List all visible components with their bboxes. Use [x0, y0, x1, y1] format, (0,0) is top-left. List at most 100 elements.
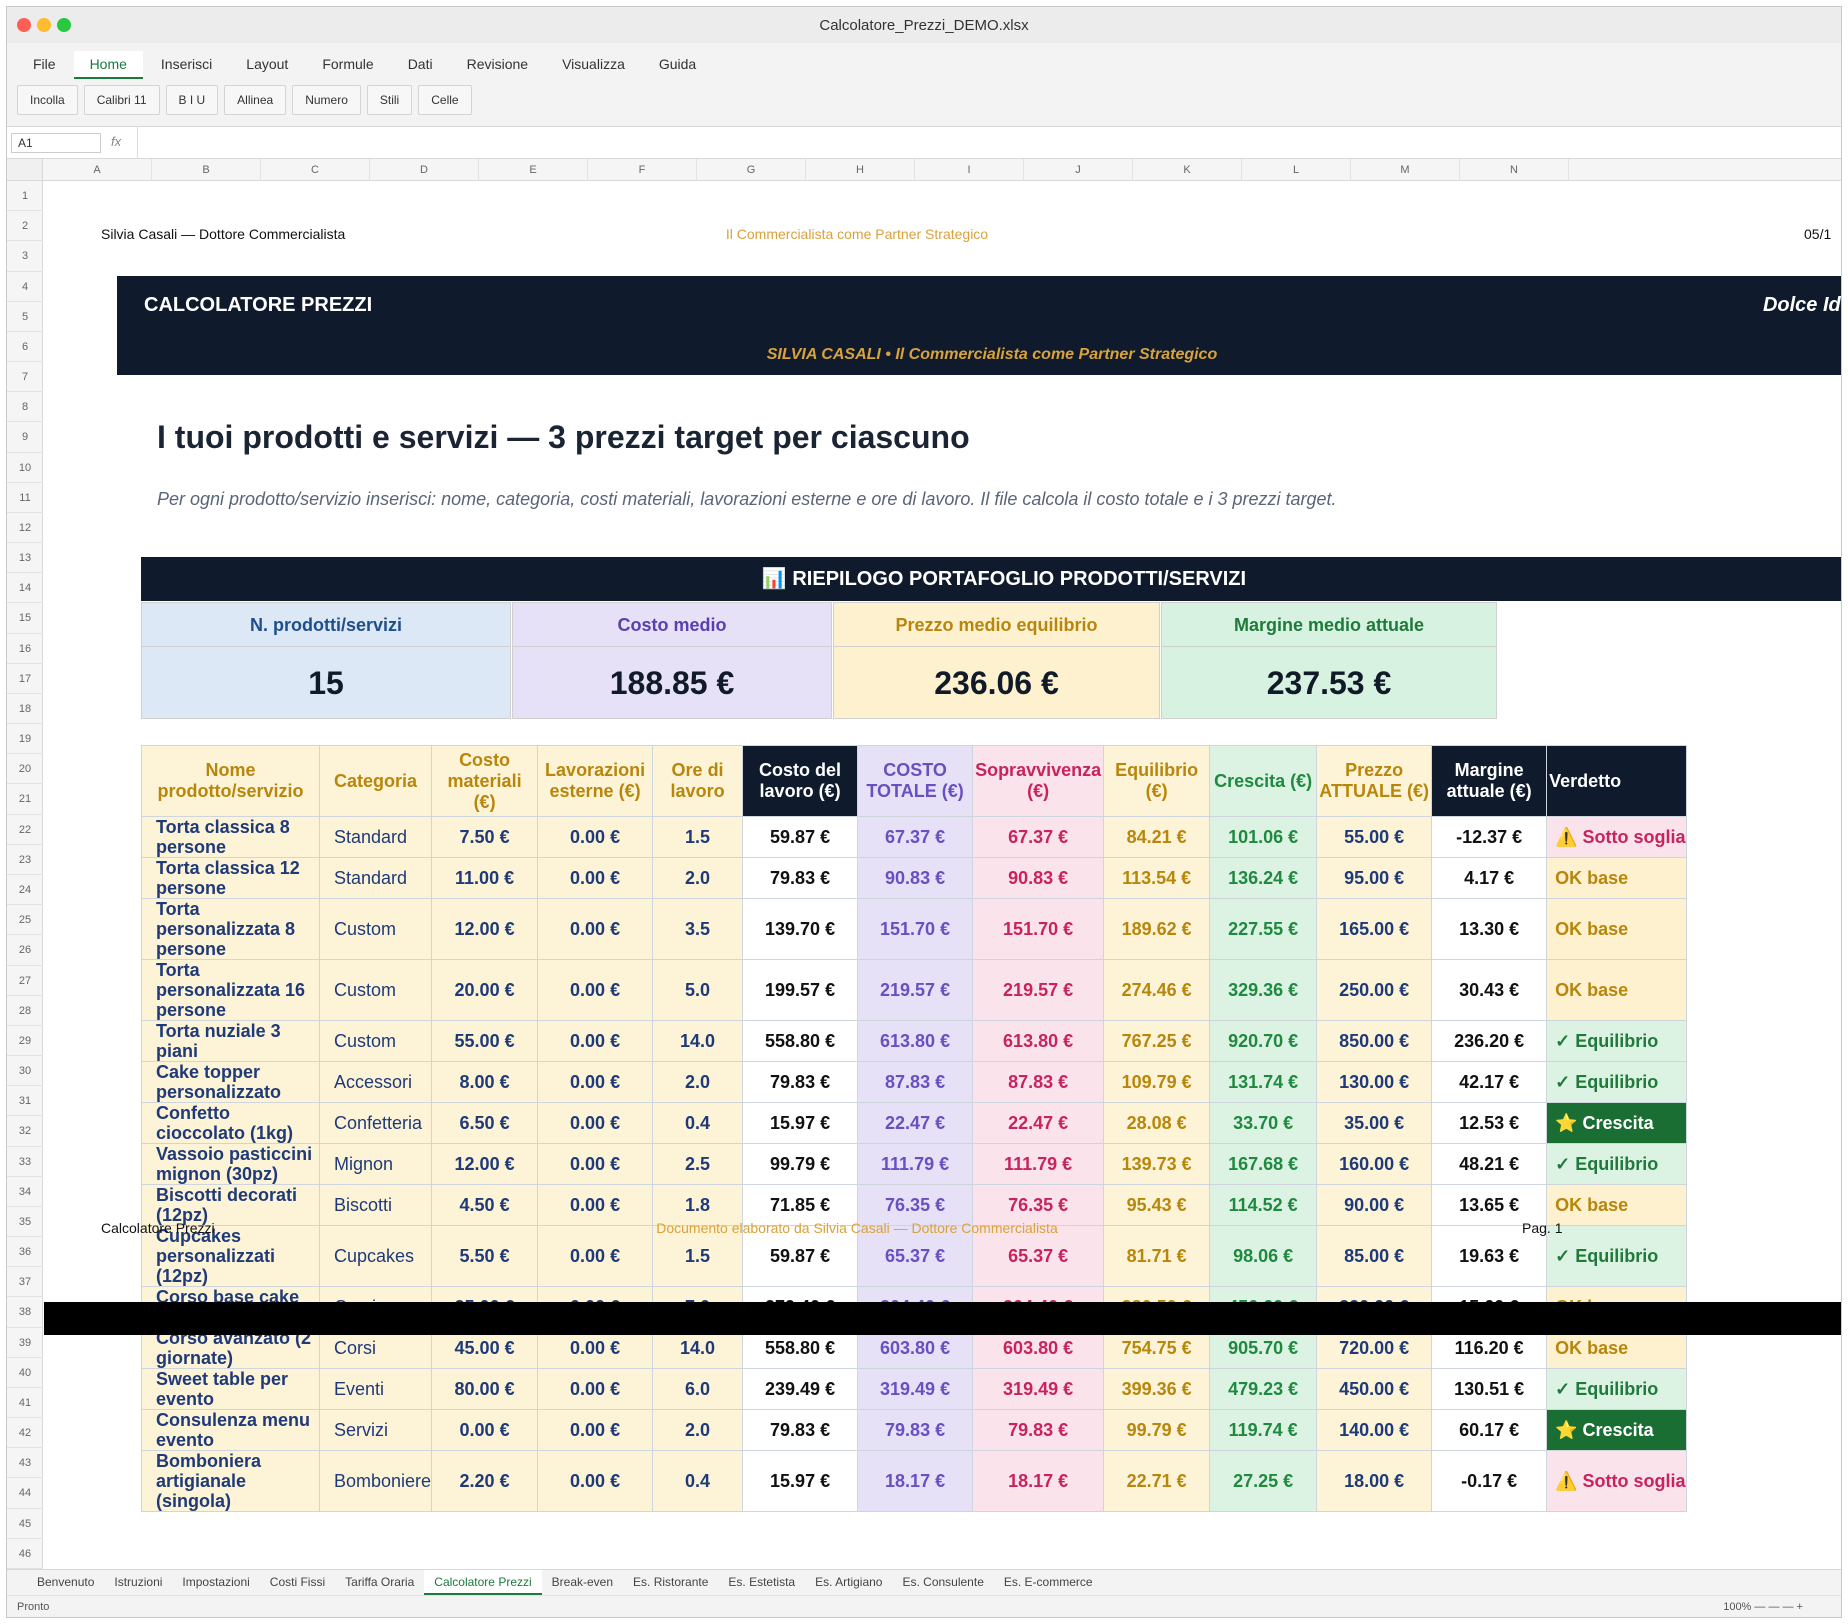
material-cost-cell[interactable]: 5.50 €: [431, 1225, 539, 1287]
row-header[interactable]: 38: [7, 1297, 43, 1328]
column-header-m[interactable]: M: [1351, 159, 1460, 181]
row-header[interactable]: 32: [7, 1116, 43, 1147]
material-cost-cell[interactable]: 8.00 €: [431, 1061, 539, 1103]
current-price-cell[interactable]: 90.00 €: [1316, 1184, 1433, 1226]
hours-cell[interactable]: 3.5: [652, 898, 744, 960]
table-row[interactable]: Cupcakes personalizzati (12pz) Cupcakes 5.…: [141, 1225, 1687, 1287]
ribbon-tab-guida[interactable]: Guida: [658, 56, 697, 72]
row-header[interactable]: 5: [7, 302, 43, 332]
column-header-cell[interactable]: Costo del lavoro (€): [742, 745, 859, 817]
survival-price-cell[interactable]: 87.83 €: [972, 1061, 1105, 1103]
material-cost-cell[interactable]: 2.20 €: [431, 1450, 539, 1512]
total-cost-cell[interactable]: 22.47 €: [857, 1102, 974, 1144]
hours-cell[interactable]: 1.5: [652, 816, 744, 858]
row-header[interactable]: 34: [7, 1177, 43, 1207]
growth-price-cell[interactable]: 329.36 €: [1209, 959, 1318, 1021]
external-work-cell[interactable]: 0.00 €: [537, 857, 654, 899]
current-margin-cell[interactable]: 48.21 €: [1431, 1143, 1548, 1185]
row-header[interactable]: 21: [7, 784, 43, 815]
survival-price-cell[interactable]: 22.47 €: [972, 1102, 1105, 1144]
row-header[interactable]: 14: [7, 573, 43, 604]
row-header[interactable]: 28: [7, 996, 43, 1026]
row-header[interactable]: 24: [7, 875, 43, 906]
category-cell[interactable]: Biscotti: [318, 1184, 433, 1226]
tool-button-calibri-11[interactable]: Calibri 11: [83, 85, 160, 115]
ribbon-tab-dati[interactable]: Dati: [407, 56, 433, 72]
row-header[interactable]: 31: [7, 1086, 43, 1117]
ribbon-tab-file[interactable]: File: [33, 56, 56, 72]
product-name-cell[interactable]: Torta classica 8 persone: [141, 816, 320, 858]
verdict-cell[interactable]: ✓ Equilibrio: [1546, 1368, 1687, 1410]
tool-button-numero[interactable]: Numero: [292, 85, 361, 115]
verdict-cell[interactable]: ✓ Equilibrio: [1546, 1061, 1687, 1103]
survival-price-cell[interactable]: 151.70 €: [972, 898, 1105, 960]
current-price-cell[interactable]: 250.00 €: [1316, 959, 1433, 1021]
hours-cell[interactable]: 1.8: [652, 1184, 744, 1226]
material-cost-cell[interactable]: 7.50 €: [431, 816, 539, 858]
row-header[interactable]: 27: [7, 966, 43, 996]
row-header[interactable]: 1: [7, 181, 43, 212]
equilibrium-price-cell[interactable]: 99.79 €: [1103, 1409, 1211, 1451]
external-work-cell[interactable]: 0.00 €: [537, 959, 654, 1021]
external-work-cell[interactable]: 0.00 €: [537, 898, 654, 960]
verdict-cell[interactable]: ⭐ Crescita: [1546, 1409, 1687, 1451]
column-header-cell[interactable]: Equilibrio (€): [1103, 745, 1211, 817]
equilibrium-price-cell[interactable]: 189.62 €: [1103, 898, 1211, 960]
column-header-cell[interactable]: Lavorazioni esterne (€): [537, 745, 654, 817]
product-name-cell[interactable]: Vassoio pasticcini mignon (30pz): [141, 1143, 320, 1185]
row-header[interactable]: 30: [7, 1056, 43, 1087]
labor-cost-cell[interactable]: 79.83 €: [742, 1061, 859, 1103]
hours-cell[interactable]: 2.0: [652, 857, 744, 899]
row-header[interactable]: 36: [7, 1237, 43, 1268]
equilibrium-price-cell[interactable]: 399.36 €: [1103, 1368, 1211, 1410]
tool-button-b-i-u[interactable]: B I U: [165, 85, 219, 115]
column-header-c[interactable]: C: [261, 159, 370, 181]
external-work-cell[interactable]: 0.00 €: [537, 1184, 654, 1226]
ribbon-tab-revisione[interactable]: Revisione: [466, 56, 529, 72]
table-row[interactable]: Torta classica 8 persone Standard 7.50 €0.…: [141, 816, 1687, 858]
equilibrium-price-cell[interactable]: 95.43 €: [1103, 1184, 1211, 1226]
minimize-window-button[interactable]: [37, 18, 51, 32]
equilibrium-price-cell[interactable]: 113.54 €: [1103, 857, 1211, 899]
category-cell[interactable]: Standard: [318, 816, 433, 858]
row-header[interactable]: 11: [7, 483, 43, 513]
labor-cost-cell[interactable]: 558.80 €: [742, 1020, 859, 1062]
equilibrium-price-cell[interactable]: 139.73 €: [1103, 1143, 1211, 1185]
ribbon-tab-formule[interactable]: Formule: [322, 56, 374, 72]
table-row[interactable]: Consulenza menu evento Servizi 0.00 €0.00 …: [141, 1409, 1687, 1451]
labor-cost-cell[interactable]: 71.85 €: [742, 1184, 859, 1226]
growth-price-cell[interactable]: 98.06 €: [1209, 1225, 1318, 1287]
category-cell[interactable]: Standard: [318, 857, 433, 899]
row-header[interactable]: 43: [7, 1448, 43, 1479]
column-header-cell[interactable]: Crescita (€): [1209, 745, 1318, 817]
hours-cell[interactable]: 2.0: [652, 1061, 744, 1103]
hours-cell[interactable]: 1.5: [652, 1225, 744, 1287]
category-cell[interactable]: Custom: [318, 1020, 433, 1062]
total-cost-cell[interactable]: 219.57 €: [857, 959, 974, 1021]
column-header-cell[interactable]: Sopravvivenza (€): [972, 745, 1105, 817]
zoom-control[interactable]: 100% — — — +: [1723, 1601, 1803, 1613]
current-margin-cell[interactable]: 19.63 €: [1431, 1225, 1548, 1287]
row-header[interactable]: 39: [7, 1328, 43, 1358]
tool-button-incolla[interactable]: Incolla: [17, 85, 78, 115]
row-header[interactable]: 17: [7, 664, 43, 694]
sheet-tab-impostazioni[interactable]: Impostazioni: [182, 1575, 250, 1589]
sheet-tab-es-ristorante[interactable]: Es. Ristorante: [633, 1575, 709, 1589]
survival-price-cell[interactable]: 111.79 €: [972, 1143, 1105, 1185]
row-header[interactable]: 40: [7, 1358, 43, 1388]
row-header[interactable]: 29: [7, 1026, 43, 1057]
hours-cell[interactable]: 14.0: [652, 1020, 744, 1062]
row-header[interactable]: 35: [7, 1207, 43, 1238]
labor-cost-cell[interactable]: 15.97 €: [742, 1450, 859, 1512]
material-cost-cell[interactable]: 12.00 €: [431, 1143, 539, 1185]
equilibrium-price-cell[interactable]: 28.08 €: [1103, 1102, 1211, 1144]
column-header-cell[interactable]: Margine attuale (€): [1431, 745, 1548, 817]
material-cost-cell[interactable]: 0.00 €: [431, 1409, 539, 1451]
column-header-i[interactable]: I: [915, 159, 1024, 181]
labor-cost-cell[interactable]: 79.83 €: [742, 857, 859, 899]
external-work-cell[interactable]: 0.00 €: [537, 816, 654, 858]
sheet-tab-es-estetista[interactable]: Es. Estetista: [728, 1575, 796, 1589]
hours-cell[interactable]: 0.4: [652, 1102, 744, 1144]
hours-cell[interactable]: 2.0: [652, 1409, 744, 1451]
column-header-cell[interactable]: Costo materiali (€): [431, 745, 539, 817]
